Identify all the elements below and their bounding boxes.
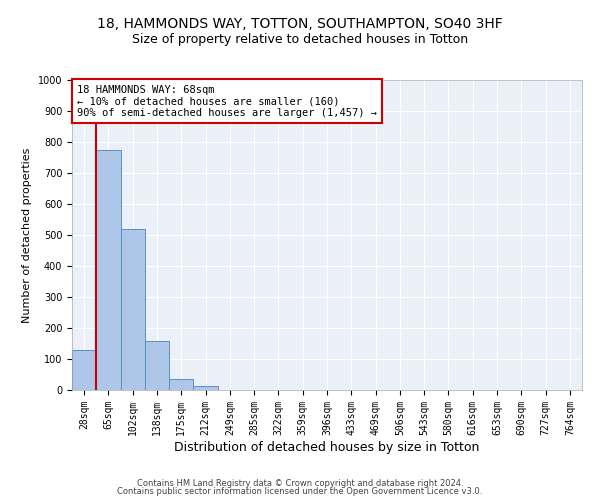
Text: 18 HAMMONDS WAY: 68sqm
← 10% of detached houses are smaller (160)
90% of semi-de: 18 HAMMONDS WAY: 68sqm ← 10% of detached… bbox=[77, 84, 377, 118]
Text: Size of property relative to detached houses in Totton: Size of property relative to detached ho… bbox=[132, 32, 468, 46]
Bar bbox=[96, 150, 121, 390]
Bar bbox=[72, 350, 96, 390]
Bar bbox=[121, 229, 145, 390]
Bar bbox=[169, 378, 193, 390]
X-axis label: Distribution of detached houses by size in Totton: Distribution of detached houses by size … bbox=[175, 440, 479, 454]
Bar bbox=[193, 386, 218, 390]
Bar bbox=[145, 342, 169, 390]
Text: 18, HAMMONDS WAY, TOTTON, SOUTHAMPTON, SO40 3HF: 18, HAMMONDS WAY, TOTTON, SOUTHAMPTON, S… bbox=[97, 18, 503, 32]
Text: Contains public sector information licensed under the Open Government Licence v3: Contains public sector information licen… bbox=[118, 487, 482, 496]
Text: Contains HM Land Registry data © Crown copyright and database right 2024.: Contains HM Land Registry data © Crown c… bbox=[137, 478, 463, 488]
Y-axis label: Number of detached properties: Number of detached properties bbox=[22, 148, 32, 322]
